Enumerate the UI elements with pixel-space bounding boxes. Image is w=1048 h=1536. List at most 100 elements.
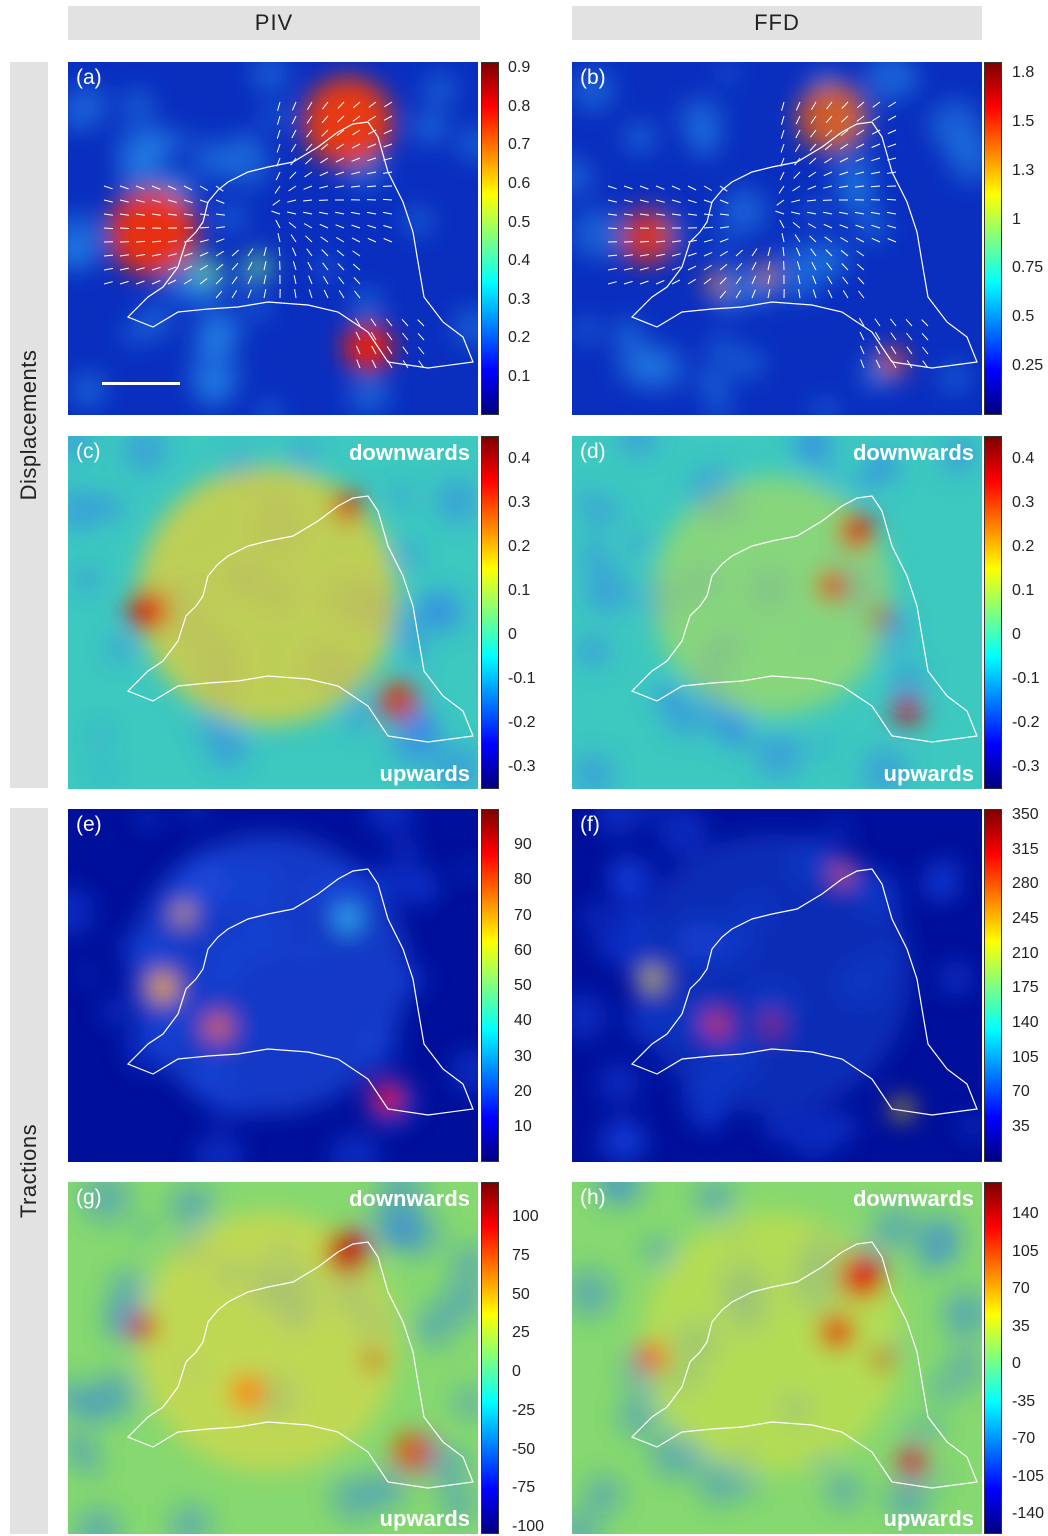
label-upwards: upwards — [380, 1506, 470, 1532]
colorbar-tick-label: -0.1 — [1012, 670, 1040, 688]
heatmap-c — [68, 436, 478, 789]
colorbar-tick-label: -100 — [512, 1518, 544, 1536]
heatmap-hotspot — [378, 681, 418, 721]
vector-arrow — [871, 186, 880, 187]
colorbar-tick-label: 0.4 — [508, 252, 530, 270]
row-header-tractions-label: Tractions — [16, 1124, 42, 1218]
panel-h-ffd-traction-normal: (h) downwards upwards — [572, 1182, 982, 1534]
heatmap-hotspot — [705, 1012, 729, 1036]
heatmap-hotspot — [762, 1014, 782, 1034]
vector-arrow — [608, 228, 617, 229]
heatmap-hotspot — [326, 1230, 370, 1274]
heatmap-hotspot — [128, 591, 168, 631]
colorbar-d — [984, 436, 1002, 789]
label-upwards: upwards — [884, 761, 974, 787]
panel-a-piv-displacement-magnitude: (a) — [68, 62, 478, 415]
heatmap-hotspot — [334, 905, 362, 933]
label-upwards: upwards — [380, 761, 470, 787]
colorbar-e — [481, 809, 499, 1162]
colorbar-tick-label: 175 — [1012, 979, 1039, 997]
colorbar-tick-label: 245 — [1012, 910, 1039, 928]
panel-f-ffd-traction-magnitude: (f) — [572, 809, 982, 1162]
colorbar-tick-label: 40 — [514, 1012, 532, 1030]
heatmap-h — [572, 1182, 982, 1534]
colorbar-tick-label: 0.3 — [508, 291, 530, 309]
vector-arrow — [367, 186, 376, 187]
colorbar-tick-label: 0.25 — [1012, 357, 1043, 375]
vector-arrow — [624, 228, 633, 229]
label-upwards: upwards — [884, 1506, 974, 1532]
heatmap-hotspot — [147, 971, 179, 1003]
panel-label-c: (c) — [76, 440, 101, 464]
colorbar-tick-label: -140 — [1012, 1505, 1044, 1523]
colorbar-tick-label: -0.3 — [1012, 758, 1040, 776]
vector-arrow — [640, 241, 649, 242]
colorbar-tick-label: 0.7 — [508, 136, 530, 154]
panel-label-h: (h) — [580, 1186, 606, 1210]
colorbar-tick-label: 0.5 — [508, 214, 530, 232]
colorbar-tick-label: 0.2 — [508, 329, 530, 347]
heatmap-e — [68, 809, 478, 1162]
colorbar-tick-label: 315 — [1012, 841, 1039, 859]
colorbar-tick-label: 80 — [514, 871, 532, 889]
vector-arrow — [200, 227, 209, 228]
label-downwards: downwards — [349, 440, 470, 466]
colorbar-tick-label: 50 — [514, 977, 532, 995]
colorbar-tick-label: 280 — [1012, 875, 1039, 893]
panel-label-f: (f) — [580, 813, 600, 837]
colorbar-tick-label: 105 — [1012, 1243, 1039, 1261]
heatmap-hotspot — [652, 476, 892, 716]
panel-label-a: (a) — [76, 66, 102, 90]
colorbar-tick-label: -0.3 — [508, 758, 536, 776]
colorbar-c — [481, 436, 499, 789]
colorbar-tick-label: 0 — [508, 626, 517, 644]
row-header-displacements: Displacements — [10, 62, 48, 788]
colorbar-tick-label: 10 — [514, 1118, 532, 1136]
colorbar-tick-label: 70 — [514, 907, 532, 925]
colorbar-tick-label: -105 — [1012, 1468, 1044, 1486]
colorbar-tick-label: -70 — [1012, 1430, 1035, 1448]
panel-label-g: (g) — [76, 1186, 102, 1210]
colorbar-tick-label: 0 — [1012, 626, 1021, 644]
heatmap-hotspot — [819, 1314, 855, 1350]
colorbar-a — [481, 62, 499, 415]
colorbar-tick-label: 210 — [1012, 945, 1039, 963]
heatmap-hotspot — [230, 1374, 266, 1410]
colorbar-tick-label: 0.6 — [508, 175, 530, 193]
heatmap-hotspot — [173, 904, 193, 924]
colorbar-tick-label: -35 — [1012, 1393, 1035, 1411]
panel-label-e: (e) — [76, 813, 102, 837]
heatmap-b — [572, 62, 982, 415]
colorbar-tick-label: 0 — [1012, 1355, 1021, 1373]
colorbar-tick-label: 0.4 — [508, 450, 530, 468]
heatmap-hotspot — [343, 322, 393, 372]
heatmap-f — [572, 809, 982, 1162]
colorbar-tick-label: 25 — [512, 1324, 530, 1342]
colorbar-h — [984, 1182, 1002, 1534]
vector-arrow — [136, 241, 145, 242]
colorbar-tick-label: 1.8 — [1012, 64, 1034, 82]
heatmap-hotspot — [817, 571, 847, 601]
colorbar-tick-label: 0.75 — [1012, 259, 1043, 277]
colorbar-tick-label: 0.4 — [1012, 450, 1034, 468]
colorbar-tick-label: 0.2 — [508, 538, 530, 556]
row-header-displacements-label: Displacements — [16, 350, 42, 501]
heatmap-hotspot — [893, 697, 921, 725]
heatmap-hotspot — [640, 967, 664, 991]
column-header-ffd: FFD — [572, 6, 982, 40]
heatmap-hotspot — [619, 209, 675, 265]
label-downwards: downwards — [853, 440, 974, 466]
heatmap-hotspot — [872, 606, 892, 626]
heatmap-hotspot — [705, 272, 729, 296]
heatmap-hotspot — [204, 1013, 232, 1041]
colorbar-g — [481, 1182, 499, 1534]
colorbar-tick-label: 35 — [1012, 1118, 1030, 1136]
panel-label-b: (b) — [580, 66, 606, 90]
heatmap-a — [68, 62, 478, 415]
heatmap-hotspot — [632, 834, 912, 1114]
colorbar-tick-label: 50 — [512, 1286, 530, 1304]
colorbar-tick-label: 0 — [512, 1363, 521, 1381]
heatmap-d — [572, 436, 982, 789]
panel-g-piv-traction-normal: (g) downwards upwards — [68, 1182, 478, 1534]
heatmap-hotspot — [244, 253, 272, 281]
